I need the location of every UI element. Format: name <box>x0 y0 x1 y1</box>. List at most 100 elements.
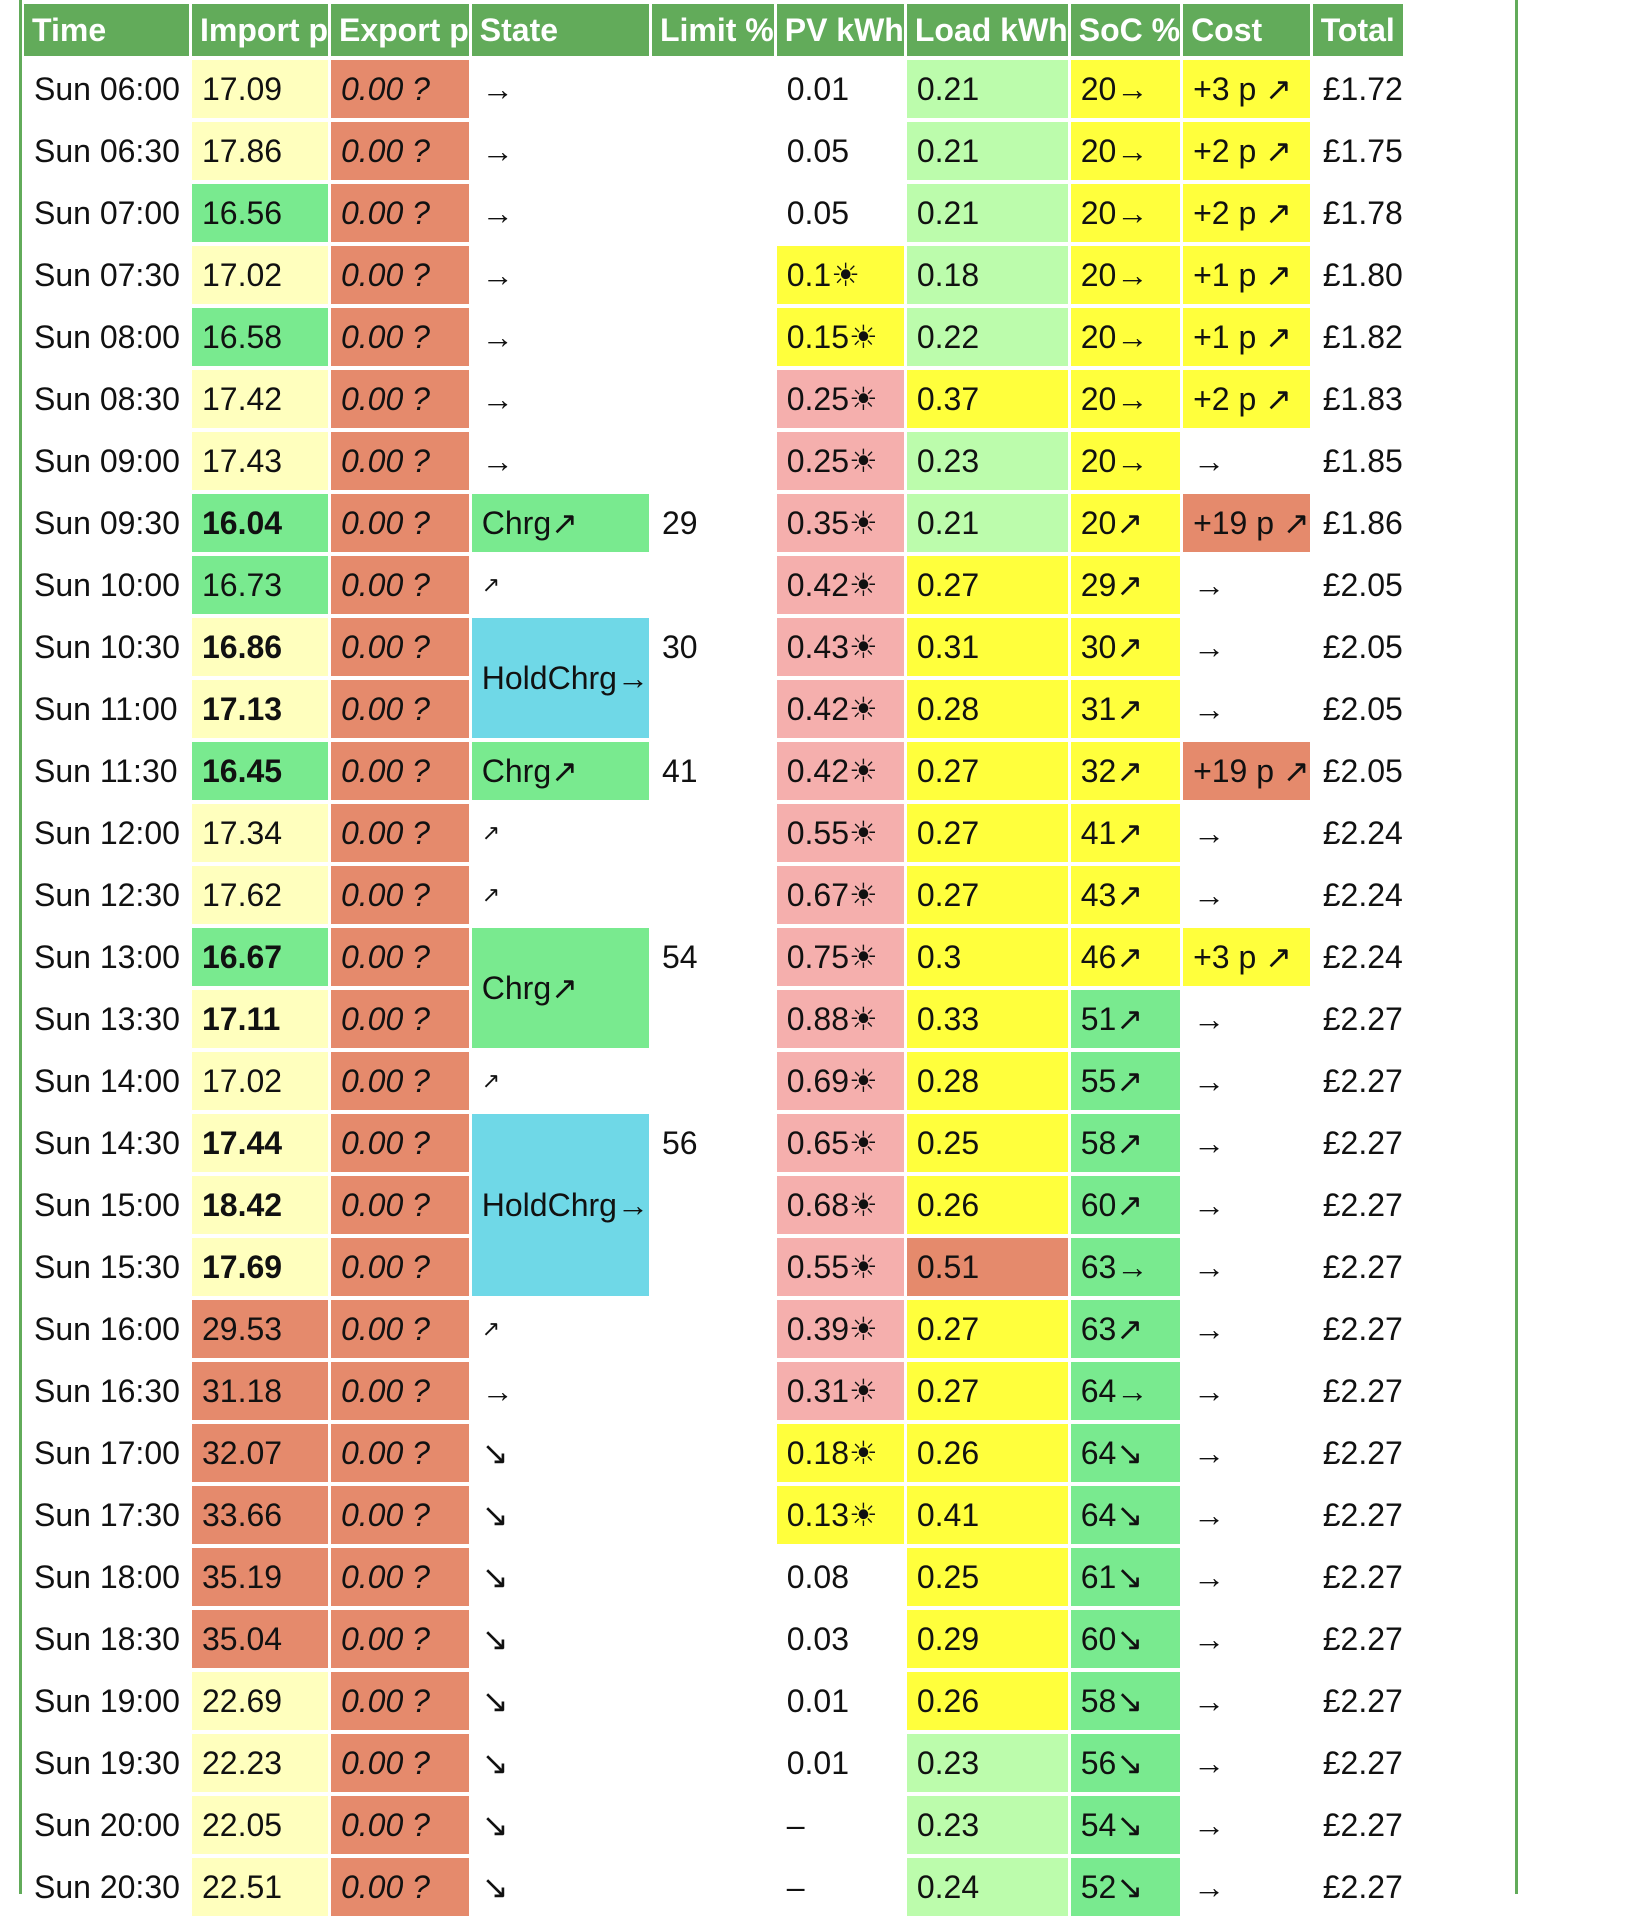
state-cell: Chrg↗ <box>471 742 649 800</box>
header-state: State <box>471 4 649 56</box>
import-price-cell: 22.51 <box>192 1858 328 1916</box>
table-row: Sun 15:30 17.69 0.00 ? 0.55☀ 0.51 63→ → £2.27 <box>24 1238 1403 1296</box>
table-row: Sun 11:00 17.13 0.00 ? 0.42☀ 0.28 31↗ → £2.05 <box>24 680 1403 738</box>
time-cell: Sun 17:30 <box>24 1486 189 1544</box>
header-limit: Limit % <box>651 4 774 56</box>
pv-cell: 0.42☀ <box>776 556 904 614</box>
export-price-cell: 0.00 ? <box>330 122 469 180</box>
load-cell: 0.24 <box>906 1858 1068 1916</box>
limit-cell: 30 <box>651 618 774 676</box>
export-price-cell: 0.00 ? <box>330 1672 469 1730</box>
time-cell: Sun 15:30 <box>24 1238 189 1296</box>
time-cell: Sun 20:30 <box>24 1858 189 1916</box>
import-price-cell: 16.73 <box>192 556 328 614</box>
soc-cell: 31↗ <box>1070 680 1181 738</box>
cost-cell: +2 p ↗ <box>1183 184 1310 242</box>
load-cell: 0.27 <box>906 556 1068 614</box>
state-cell: ↗ <box>471 1052 649 1110</box>
cost-cell: → <box>1183 1424 1310 1482</box>
cost-cell: +2 p ↗ <box>1183 370 1310 428</box>
table-row: Sun 20:00 22.05 0.00 ? ↘ –0.23 54↘ → £2.27 <box>24 1796 1403 1854</box>
table-row: Sun 12:00 17.34 0.00 ? ↗ 0.55☀ 0.27 41↗ → £2.24 <box>24 804 1403 862</box>
import-price-cell: 35.19 <box>192 1548 328 1606</box>
soc-cell: 58↗ <box>1070 1114 1181 1172</box>
total-cell: £1.72 <box>1312 60 1403 118</box>
limit-cell <box>651 1300 774 1358</box>
table-row: Sun 13:00 16.67 0.00 ? Chrg↗ 54 0.75☀ 0.3 46↗ +3… <box>24 928 1403 1048</box>
total-cell: £2.27 <box>1312 1300 1403 1358</box>
soc-cell: 20→ <box>1070 184 1181 242</box>
state-cell: HoldChrg→ <box>471 618 649 738</box>
limit-cell <box>651 1672 774 1730</box>
export-price-cell: 0.00 ? <box>330 184 469 242</box>
soc-cell: 20↗ <box>1070 494 1181 552</box>
load-cell: 0.3 <box>906 928 1068 986</box>
export-price-cell: 0.00 ? <box>330 742 469 800</box>
load-cell: 0.28 <box>906 680 1068 738</box>
import-price-cell: 17.02 <box>192 246 328 304</box>
state-cell: Chrg↗ <box>471 494 649 552</box>
state-cell: → <box>471 1362 649 1420</box>
time-cell: Sun 15:00 <box>24 1176 189 1234</box>
load-cell: 0.29 <box>906 1610 1068 1668</box>
cost-cell: → <box>1183 1238 1310 1296</box>
pv-cell: – <box>776 1796 904 1854</box>
soc-cell: 20→ <box>1070 122 1181 180</box>
pv-cell: 0.75☀ <box>776 928 904 986</box>
import-price-cell: 22.69 <box>192 1672 328 1730</box>
total-cell: £2.27 <box>1312 1858 1403 1916</box>
pv-cell: 0.69☀ <box>776 1052 904 1110</box>
cost-cell: +3 p ↗ <box>1183 928 1310 986</box>
table-row: Sun 13:30 17.11 0.00 ? 0.88☀ 0.33 51↗ → £2.27 <box>24 990 1403 1048</box>
import-price-cell: 17.34 <box>192 804 328 862</box>
pv-cell: 0.42☀ <box>776 680 904 738</box>
time-cell: Sun 16:30 <box>24 1362 189 1420</box>
load-cell: 0.27 <box>906 804 1068 862</box>
table-row: Sun 10:30 16.86 0.00 ? HoldChrg→ 30 0.43☀ 0.31… <box>24 618 1403 738</box>
state-cell: ↗ <box>471 804 649 862</box>
cost-cell: → <box>1183 680 1310 738</box>
state-cell: ↘ <box>471 1858 649 1916</box>
limit-cell <box>651 556 774 614</box>
load-cell: 0.26 <box>906 1176 1068 1234</box>
total-cell: £2.27 <box>1312 1176 1403 1234</box>
pv-cell: 0.68☀ <box>776 1176 904 1234</box>
table-row: Sun 18:30 35.04 0.00 ? ↘ 0.03 0.29 60↘ → £2.27 <box>24 1610 1403 1668</box>
total-cell: £2.24 <box>1312 804 1403 862</box>
import-price-cell: 16.67 <box>192 928 328 986</box>
pv-cell: – <box>776 1858 904 1916</box>
state-cell: ↗ <box>471 1300 649 1358</box>
export-price-cell: 0.00 ? <box>330 1734 469 1792</box>
soc-cell: 46↗ <box>1070 928 1181 986</box>
load-cell: 0.21 <box>906 184 1068 242</box>
time-cell: Sun 19:00 <box>24 1672 189 1730</box>
table-row: Sun 19:30 22.23 0.00 ? ↘ 0.01 0.23 56↘ → £2.27 <box>24 1734 1403 1792</box>
state-cell: ↘ <box>471 1610 649 1668</box>
total-cell: £1.85 <box>1312 432 1403 490</box>
state-cell: → <box>471 432 649 490</box>
cost-cell: → <box>1183 1610 1310 1668</box>
limit-cell <box>651 432 774 490</box>
export-price-cell: 0.00 ? <box>330 308 469 366</box>
total-cell: £2.27 <box>1312 1052 1403 1110</box>
total-cell: £2.27 <box>1312 1548 1403 1606</box>
header-time: Time <box>24 4 189 56</box>
table-row: Sun 18:00 35.19 0.00 ? ↘ 0.08 0.25 61↘ → £2.27 <box>24 1548 1403 1606</box>
time-cell: Sun 10:30 <box>24 618 189 676</box>
import-price-cell: 17.62 <box>192 866 328 924</box>
time-cell: Sun 06:00 <box>24 60 189 118</box>
limit-cell <box>651 1548 774 1606</box>
table-frame-right <box>1515 0 1518 1894</box>
soc-cell: 20→ <box>1070 60 1181 118</box>
cost-cell: → <box>1183 1858 1310 1916</box>
soc-cell: 29↗ <box>1070 556 1181 614</box>
state-cell: → <box>471 60 649 118</box>
pv-cell: 0.18☀ <box>776 1424 904 1482</box>
load-cell: 0.21 <box>906 60 1068 118</box>
import-price-cell: 16.56 <box>192 184 328 242</box>
export-price-cell: 0.00 ? <box>330 556 469 614</box>
import-price-cell: 22.23 <box>192 1734 328 1792</box>
import-price-cell: 31.18 <box>192 1362 328 1420</box>
time-cell: Sun 06:30 <box>24 122 189 180</box>
pv-cell: 0.88☀ <box>776 990 904 1048</box>
